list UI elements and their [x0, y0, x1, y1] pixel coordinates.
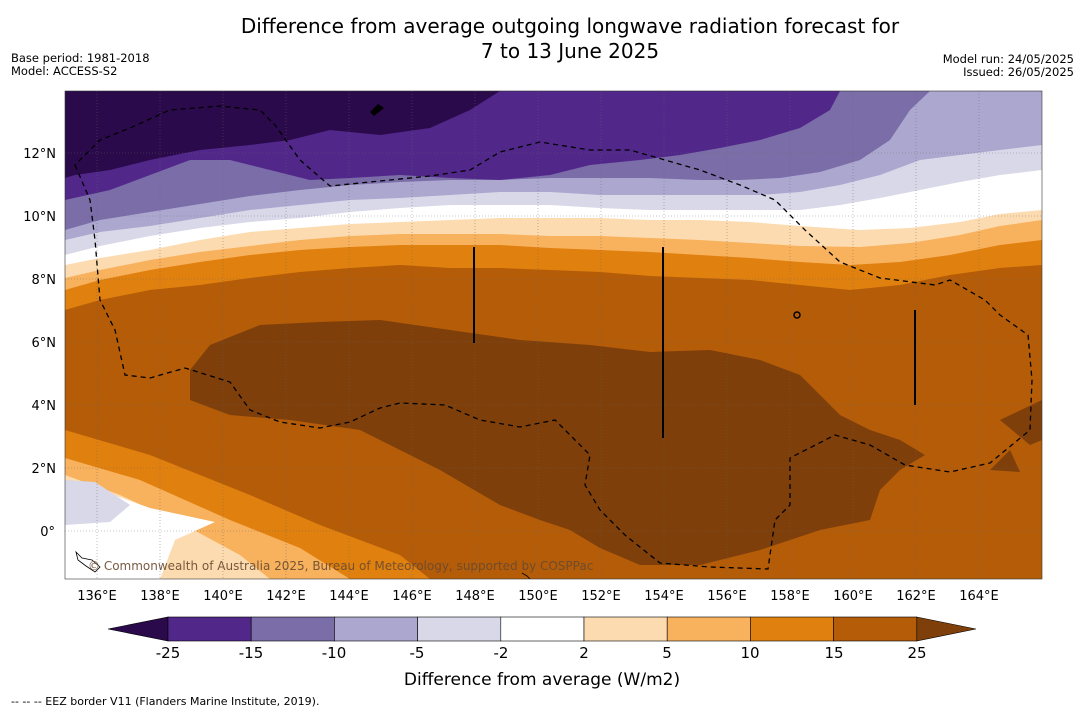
x-tick-label: 150°E: [518, 589, 558, 604]
y-tick-label: 0°: [40, 525, 55, 540]
x-tick-label: 164°E: [959, 589, 999, 604]
colorbar-tick: 25: [907, 644, 926, 662]
colorbar-tick: 15: [824, 644, 843, 662]
map-title: Difference from average outgoing longwav…: [0, 14, 1085, 64]
island-cluster-southwest: [75, 550, 101, 573]
meta-left: Base period: 1981-2018 Model: ACCESS-S2: [11, 52, 150, 78]
colorbar-tick: -15: [239, 644, 264, 662]
island-coast-south: [521, 572, 531, 579]
x-tick-label: 140°E: [203, 589, 243, 604]
colorbar-tick: 10: [740, 644, 759, 662]
x-tick-label: 144°E: [329, 589, 369, 604]
copyright-text: © Commonwealth of Australia 2025, Bureau…: [88, 559, 593, 573]
band-above-25-east-small: [990, 450, 1020, 472]
x-tick-label: 152°E: [581, 589, 621, 604]
colorbar-swatch: [750, 616, 834, 642]
x-axis-labels: 136°E 138°E 140°E 142°E 144°E 146°E 148°…: [77, 589, 999, 604]
colorbar-tick: 5: [662, 644, 672, 662]
x-tick-label: 160°E: [833, 589, 873, 604]
y-axis-labels: 12°N 10°N 8°N 6°N 4°N 2°N 0°: [23, 147, 56, 540]
y-tick-label: 8°N: [32, 273, 57, 288]
title-line-2: 7 to 13 June 2025: [480, 39, 660, 63]
colorbar-tick: 2: [579, 644, 589, 662]
map-frame: [64, 90, 1043, 580]
colorbar-swatch: [583, 616, 668, 642]
x-tick-label: 148°E: [455, 589, 495, 604]
band-above-25-east: [1000, 400, 1042, 445]
colorbar-swatch: [666, 616, 751, 642]
colorbar-swatch: [167, 616, 252, 642]
band-neg-south: [65, 480, 130, 525]
colorbar-extend-max: [916, 616, 977, 642]
y-tick-label: 10°N: [23, 210, 56, 225]
colorbar-tick: -5: [410, 644, 425, 662]
colorbar-tick: -25: [156, 644, 181, 662]
y-tick-label: 4°N: [32, 399, 57, 414]
island-marker: [370, 104, 384, 116]
y-tick-label: 6°N: [32, 336, 57, 351]
colorbar-extend-min: [107, 616, 169, 642]
colorbar-tick: -10: [322, 644, 347, 662]
base-period: Base period: 1981-2018: [11, 51, 150, 65]
y-tick-label: 12°N: [23, 147, 56, 162]
eez-legend-note: -- -- -- EEZ border V11 (Flanders Marine…: [11, 695, 320, 708]
colorbar-swatch: [250, 616, 335, 642]
grid-lines: [65, 91, 1042, 579]
title-line-1: Difference from average outgoing longwav…: [240, 14, 900, 38]
colorbar-swatch: [833, 616, 918, 642]
x-tick-label: 162°E: [896, 589, 936, 604]
model-name: Model: ACCESS-S2: [11, 64, 118, 78]
x-tick-label: 146°E: [392, 589, 432, 604]
colorbar-swatch: [500, 616, 585, 642]
colorbar: [107, 616, 977, 642]
x-tick-label: 158°E: [770, 589, 810, 604]
colorbar-swatch: [334, 616, 418, 642]
model-run: Model run: 24/05/2025: [942, 52, 1074, 66]
y-tick-label: 2°N: [32, 462, 57, 477]
colorbar-tick: -2: [494, 644, 509, 662]
island-marker-circle: [793, 311, 801, 319]
x-tick-label: 136°E: [77, 589, 117, 604]
band-above-25: [190, 320, 925, 565]
x-tick-label: 154°E: [644, 589, 684, 604]
x-tick-label: 156°E: [707, 589, 747, 604]
colorbar-label: Difference from average (W/m2): [404, 670, 680, 690]
meta-right: Model run: 24/05/2025 Issued: 26/05/2025: [943, 53, 1074, 79]
colorbar-tick-labels: -25 -15 -10 -5 -2 2 5 10 15 25: [156, 644, 927, 662]
issued-date: Issued: 26/05/2025: [963, 65, 1074, 79]
x-tick-label: 142°E: [266, 589, 306, 604]
contour-field: © Commonwealth of Australia 2025, Bureau…: [65, 91, 1042, 579]
colorbar-swatch: [417, 616, 502, 642]
x-tick-label: 138°E: [140, 589, 180, 604]
